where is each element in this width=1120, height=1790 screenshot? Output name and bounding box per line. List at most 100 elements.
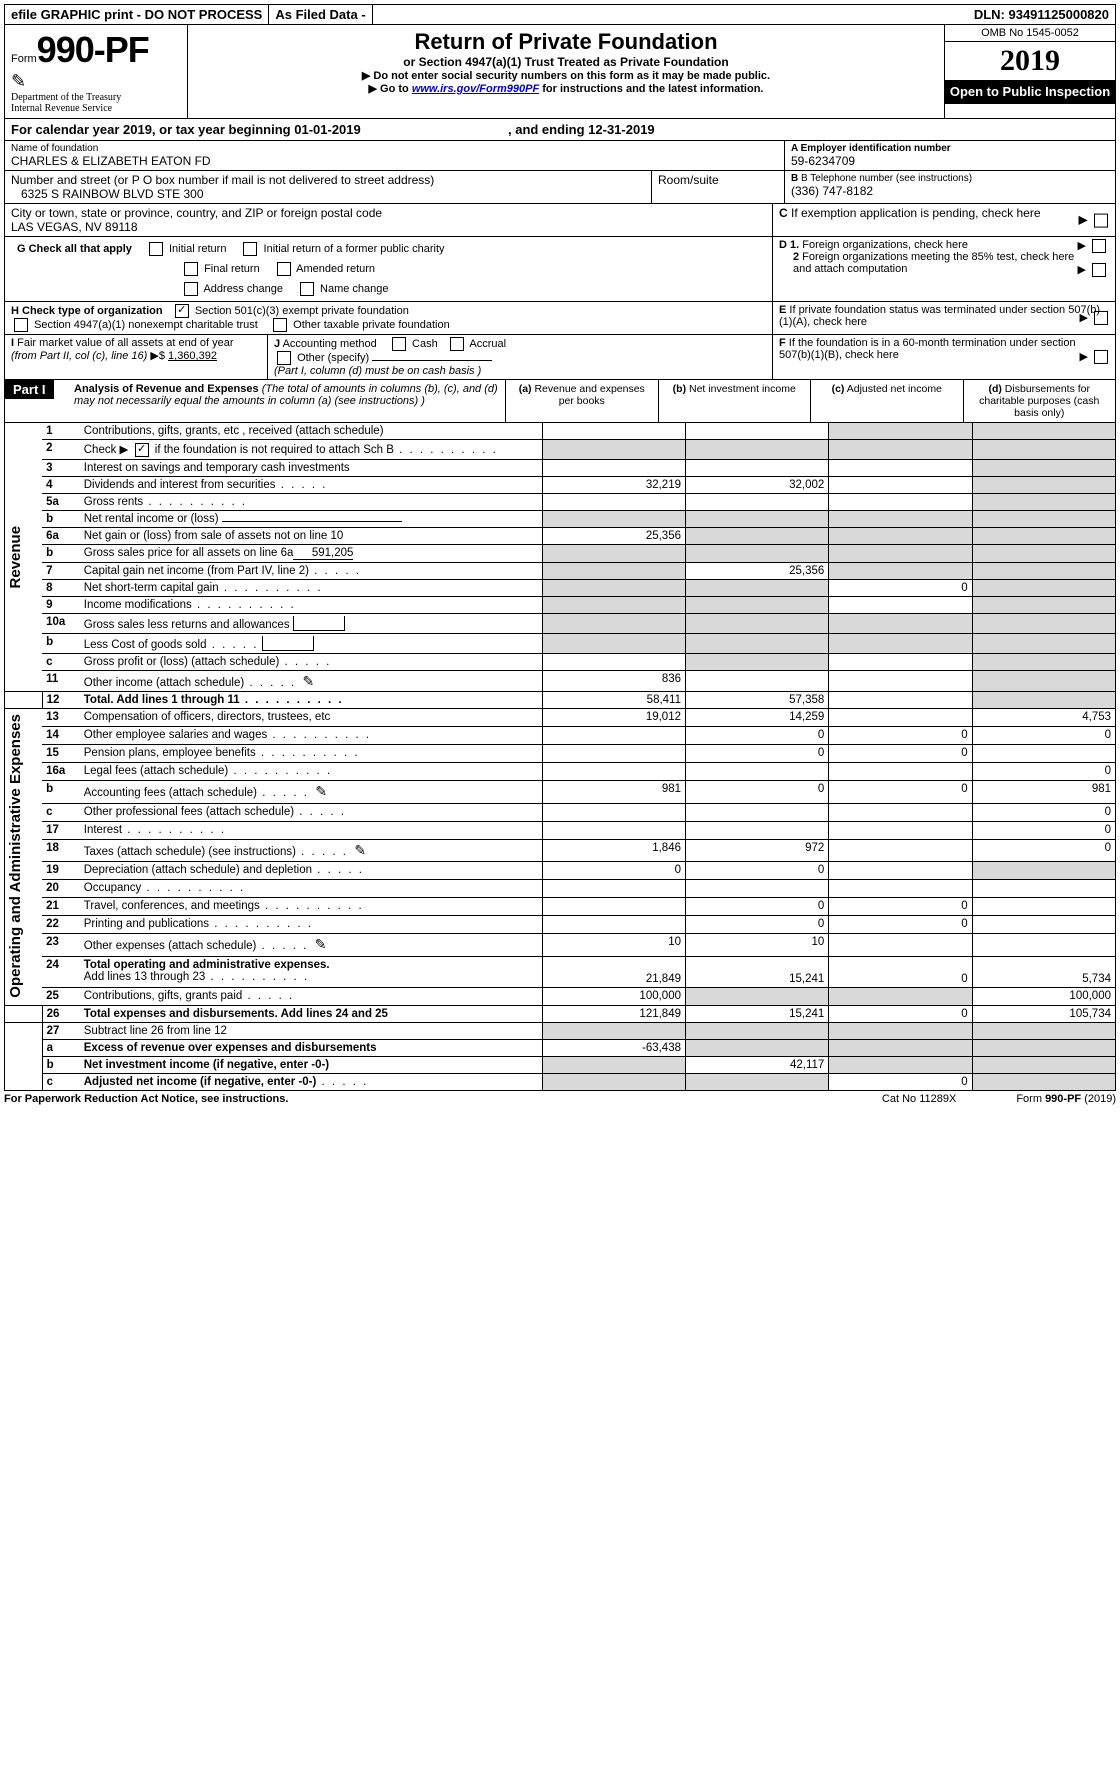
line-12-no: 12 <box>42 691 80 708</box>
line-6a-no: 6a <box>42 527 80 544</box>
g-name-checkbox[interactable] <box>300 282 314 296</box>
attachment-icon[interactable]: ✎ <box>315 936 329 948</box>
line-15-desc: Pension plans, employee benefits <box>80 745 542 763</box>
line-25-a: 100,000 <box>542 987 685 1005</box>
line-6b-value: 591,205 <box>293 547 353 560</box>
line-17-desc: Interest <box>80 821 542 839</box>
line-19-desc: Depreciation (attach schedule) and deple… <box>80 862 542 880</box>
line-27b-no: b <box>42 1056 80 1073</box>
line-11-a: 836 <box>542 670 685 691</box>
j-accrual-checkbox[interactable] <box>450 337 464 351</box>
line-12-desc: Total. Add lines 1 through 11 <box>80 691 542 708</box>
line-27a-no: a <box>42 1039 80 1056</box>
part1-header: Part I Analysis of Revenue and Expenses … <box>4 380 1116 423</box>
revenue-side-label: Revenue <box>5 423 43 691</box>
line-5a-desc: Gross rents <box>80 493 542 510</box>
line-3-no: 3 <box>42 459 80 476</box>
j-cash-checkbox[interactable] <box>392 337 406 351</box>
line-24-b: 15,241 <box>686 956 829 987</box>
col-a-hdr: (a) Revenue and expenses per books <box>505 380 658 422</box>
line-11-no: 11 <box>42 670 80 691</box>
irs-link[interactable]: www.irs.gov/Form990PF <box>412 83 539 95</box>
line-7-b: 25,356 <box>686 562 829 579</box>
line-20-no: 20 <box>42 880 80 898</box>
f-checkbox[interactable] <box>1094 350 1108 364</box>
line-16b-c: 0 <box>829 781 972 803</box>
h-501c3-checkbox[interactable]: ✓ <box>175 304 189 318</box>
line-22-desc: Printing and publications <box>80 916 542 934</box>
line-6b-no: b <box>42 544 80 562</box>
line-13-desc: Compensation of officers, directors, tru… <box>80 708 542 726</box>
g-addr-checkbox[interactable] <box>184 282 198 296</box>
line-23-a: 10 <box>542 934 685 956</box>
line-13-b: 14,259 <box>686 708 829 726</box>
line-14-c: 0 <box>829 727 972 745</box>
h-label: H Check type of organization <box>11 305 163 317</box>
city-c-row: City or town, state or province, country… <box>4 204 1116 237</box>
g-initial-checkbox[interactable] <box>149 242 163 256</box>
line-7-desc: Capital gain net income (from Part IV, l… <box>80 562 542 579</box>
line-5b-desc: Net rental income or (loss) <box>80 510 542 527</box>
footer-right: Form 990-PF (2019) <box>1016 1093 1116 1105</box>
line-22-b: 0 <box>686 916 829 934</box>
line-26-a: 121,849 <box>542 1005 685 1022</box>
j-other-checkbox[interactable] <box>277 351 291 365</box>
line-10a-desc: Gross sales less returns and allowances <box>80 613 542 633</box>
h-e-row: H Check type of organization ✓ Section 5… <box>4 302 1116 335</box>
city-value: LAS VEGAS, NV 89118 <box>11 220 766 234</box>
name-ein-row: Name of foundation CHARLES & ELIZABETH E… <box>4 141 1116 171</box>
line-18-b: 972 <box>686 839 829 861</box>
line-26-d: 105,734 <box>972 1005 1115 1022</box>
form-number: 990-PF <box>37 29 149 70</box>
dept-treasury: Department of the Treasury <box>11 92 181 103</box>
line-26-desc: Total expenses and disbursements. Add li… <box>80 1005 542 1022</box>
part1-title: Analysis of Revenue and Expenses <box>74 383 259 395</box>
line-14-desc: Other employee salaries and wages <box>80 727 542 745</box>
open-public: Open to Public Inspection <box>945 80 1115 104</box>
line-12-a: 58,411 <box>542 691 685 708</box>
part1-tag: Part I <box>5 380 54 399</box>
e-checkbox[interactable] <box>1094 311 1108 325</box>
h-other-checkbox[interactable] <box>273 318 287 332</box>
line-14-no: 14 <box>42 727 80 745</box>
line-22-no: 22 <box>42 916 80 934</box>
line-21-b: 0 <box>686 898 829 916</box>
line-5b-no: b <box>42 510 80 527</box>
c-checkbox[interactable] <box>1094 213 1108 227</box>
line-1-desc: Contributions, gifts, grants, etc , rece… <box>80 423 542 440</box>
addr-value: 6325 S RAINBOW BLVD STE 300 <box>11 187 645 201</box>
g-addr: Address change <box>203 283 283 295</box>
line-26-no: 26 <box>42 1005 80 1022</box>
line-9-no: 9 <box>42 596 80 613</box>
line-16a-d: 0 <box>972 763 1115 781</box>
h-4947-checkbox[interactable] <box>14 318 28 332</box>
g-initial-former-checkbox[interactable] <box>243 242 257 256</box>
d2-checkbox[interactable] <box>1092 263 1106 277</box>
schb-checkbox[interactable]: ✓ <box>135 443 149 457</box>
line-27c-c: 0 <box>829 1073 972 1090</box>
form-title: Return of Private Foundation <box>196 29 936 55</box>
attachment-icon[interactable]: ✎ <box>354 842 368 854</box>
col-b-hdr: (b) Net investment income <box>658 380 811 422</box>
form-header-right: OMB No 1545-0052 2019 Open to Public Ins… <box>944 25 1115 118</box>
line-17-no: 17 <box>42 821 80 839</box>
line-21-no: 21 <box>42 898 80 916</box>
name-label: Name of foundation <box>11 143 778 154</box>
line-25-d: 100,000 <box>972 987 1115 1005</box>
line-16b-a: 981 <box>542 781 685 803</box>
attachment-icon[interactable]: ✎ <box>303 673 317 685</box>
ein-label: A Employer identification number <box>791 143 1109 154</box>
g-amended-checkbox[interactable] <box>277 262 291 276</box>
tel-value: (336) 747-8182 <box>791 184 1109 198</box>
irs: Internal Revenue Service <box>11 103 181 114</box>
line-1-no: 1 <box>42 423 80 440</box>
line-16b-no: b <box>42 781 80 803</box>
g-d-row: G Check all that apply Initial return In… <box>4 237 1116 302</box>
d1-checkbox[interactable] <box>1092 239 1106 253</box>
g-final-checkbox[interactable] <box>184 262 198 276</box>
line-23-no: 23 <box>42 934 80 956</box>
city-label: City or town, state or province, country… <box>11 206 766 220</box>
j-other: Other (specify) <box>297 352 369 364</box>
instr-ssn: ▶ Do not enter social security numbers o… <box>196 69 936 82</box>
attachment-icon[interactable]: ✎ <box>315 783 329 795</box>
